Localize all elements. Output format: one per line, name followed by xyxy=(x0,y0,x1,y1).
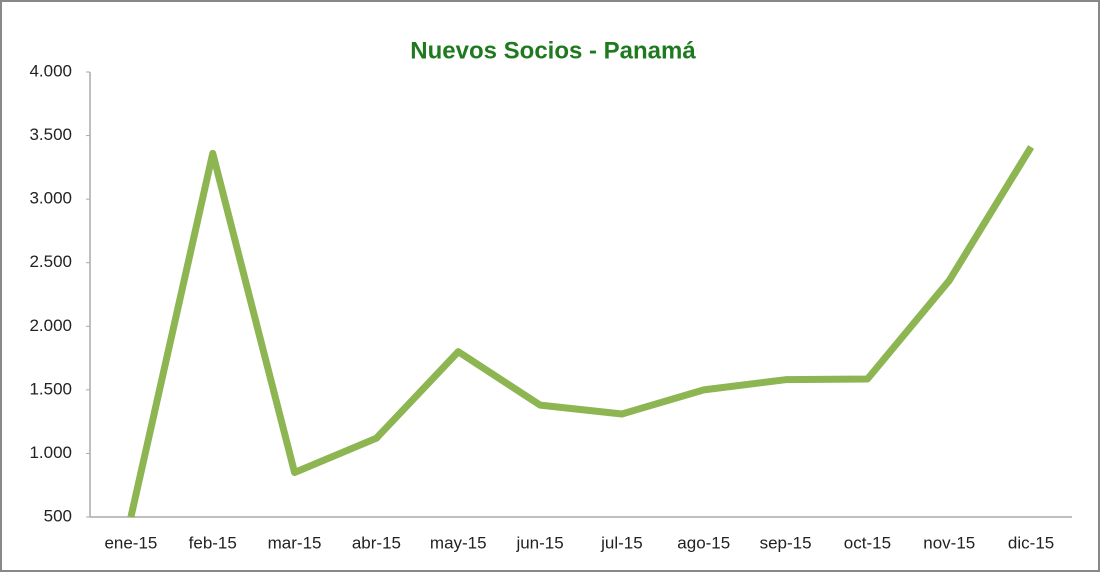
y-tick-label: 2.000 xyxy=(29,316,72,335)
x-tick-label: nov-15 xyxy=(923,533,975,552)
x-tick-label: sep-15 xyxy=(760,533,812,552)
y-tick-label: 1.000 xyxy=(29,443,72,462)
y-tick-label: 3.000 xyxy=(29,189,72,208)
y-tick-label: 2.500 xyxy=(29,252,72,271)
x-tick-label: abr-15 xyxy=(352,533,401,552)
x-tick-label: dic-15 xyxy=(1008,533,1054,552)
data-line xyxy=(127,145,1035,518)
x-tick-label: ago-15 xyxy=(677,533,730,552)
x-tick-label: feb-15 xyxy=(189,533,237,552)
x-tick-label: ene-15 xyxy=(104,533,157,552)
x-tick-label: jun-15 xyxy=(515,533,563,552)
y-tick-label: 3.500 xyxy=(29,125,72,144)
y-tick-label: 1.500 xyxy=(29,379,72,398)
y-tick-label: 4.000 xyxy=(29,61,72,80)
x-tick-label: jul-15 xyxy=(600,533,643,552)
x-tick-label: mar-15 xyxy=(268,533,322,552)
x-tick-label: oct-15 xyxy=(844,533,891,552)
x-tick-label: may-15 xyxy=(430,533,487,552)
chart-title: Nuevos Socios - Panamá xyxy=(410,37,696,64)
y-tick-label: 500 xyxy=(44,506,72,525)
